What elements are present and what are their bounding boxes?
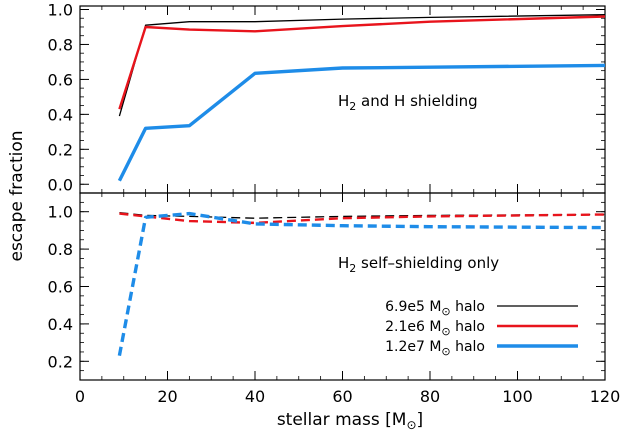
legend-label-2: 2.1e6 M⊙ halo [385, 319, 485, 338]
legend-label-3: 1.2e7 M⊙ halo [385, 339, 485, 358]
y-tick-label-top: 0.6 [48, 70, 73, 89]
tick-layer: 0.0 0.2 0.4 0.6 0.8 1.0 0.2 0.4 0.6 0.8 1.0 0 20 40 60… [48, 0, 621, 406]
series-line-top-3 [117, 63, 606, 182]
series-line-top-1 [118, 14, 606, 117]
x-axis-label: stellar mass [M⊙] [277, 410, 423, 432]
series-line-bottom-3 [117, 211, 606, 357]
y-tick-label-bottom: 0.4 [48, 315, 73, 334]
series-line-top-2 [118, 15, 606, 110]
x-tick-label: 60 [332, 387, 352, 406]
series-line-bottom-2 [119, 212, 606, 225]
x-tick-label: 120 [590, 387, 621, 406]
y-tick-label-top: 1.0 [48, 0, 73, 19]
y-tick-label-bottom: 0.6 [48, 278, 73, 297]
panel-frame-bottom [79, 192, 606, 381]
x-tick-label: 100 [502, 387, 533, 406]
y-tick-label-top: 0.2 [48, 140, 73, 159]
x-tick-label: 0 [75, 387, 85, 406]
y-tick-label-top: 0.4 [48, 105, 73, 124]
x-tick-label: 40 [245, 387, 265, 406]
y-tick-label-bottom: 1.0 [48, 203, 73, 222]
legend-label-1: 6.9e5 M⊙ halo [385, 299, 485, 318]
y-axis-label: escape fraction [7, 130, 27, 261]
y-tick-label-top: 0.8 [48, 35, 73, 54]
series-layer: H2 and H shielding H2 self–shielding only [117, 14, 606, 357]
annotation-bottom: H2 self–shielding only [338, 254, 499, 275]
x-tick-label: 20 [157, 387, 177, 406]
y-tick-label-top: 0.0 [48, 175, 73, 194]
annotation-top: H2 and H shielding [338, 92, 478, 113]
text-layer: escape fraction stellar mass [M⊙] [7, 130, 423, 432]
x-tick-label: 80 [420, 387, 440, 406]
y-tick-label-bottom: 0.8 [48, 240, 73, 259]
y-tick-label-bottom: 0.2 [48, 352, 73, 371]
